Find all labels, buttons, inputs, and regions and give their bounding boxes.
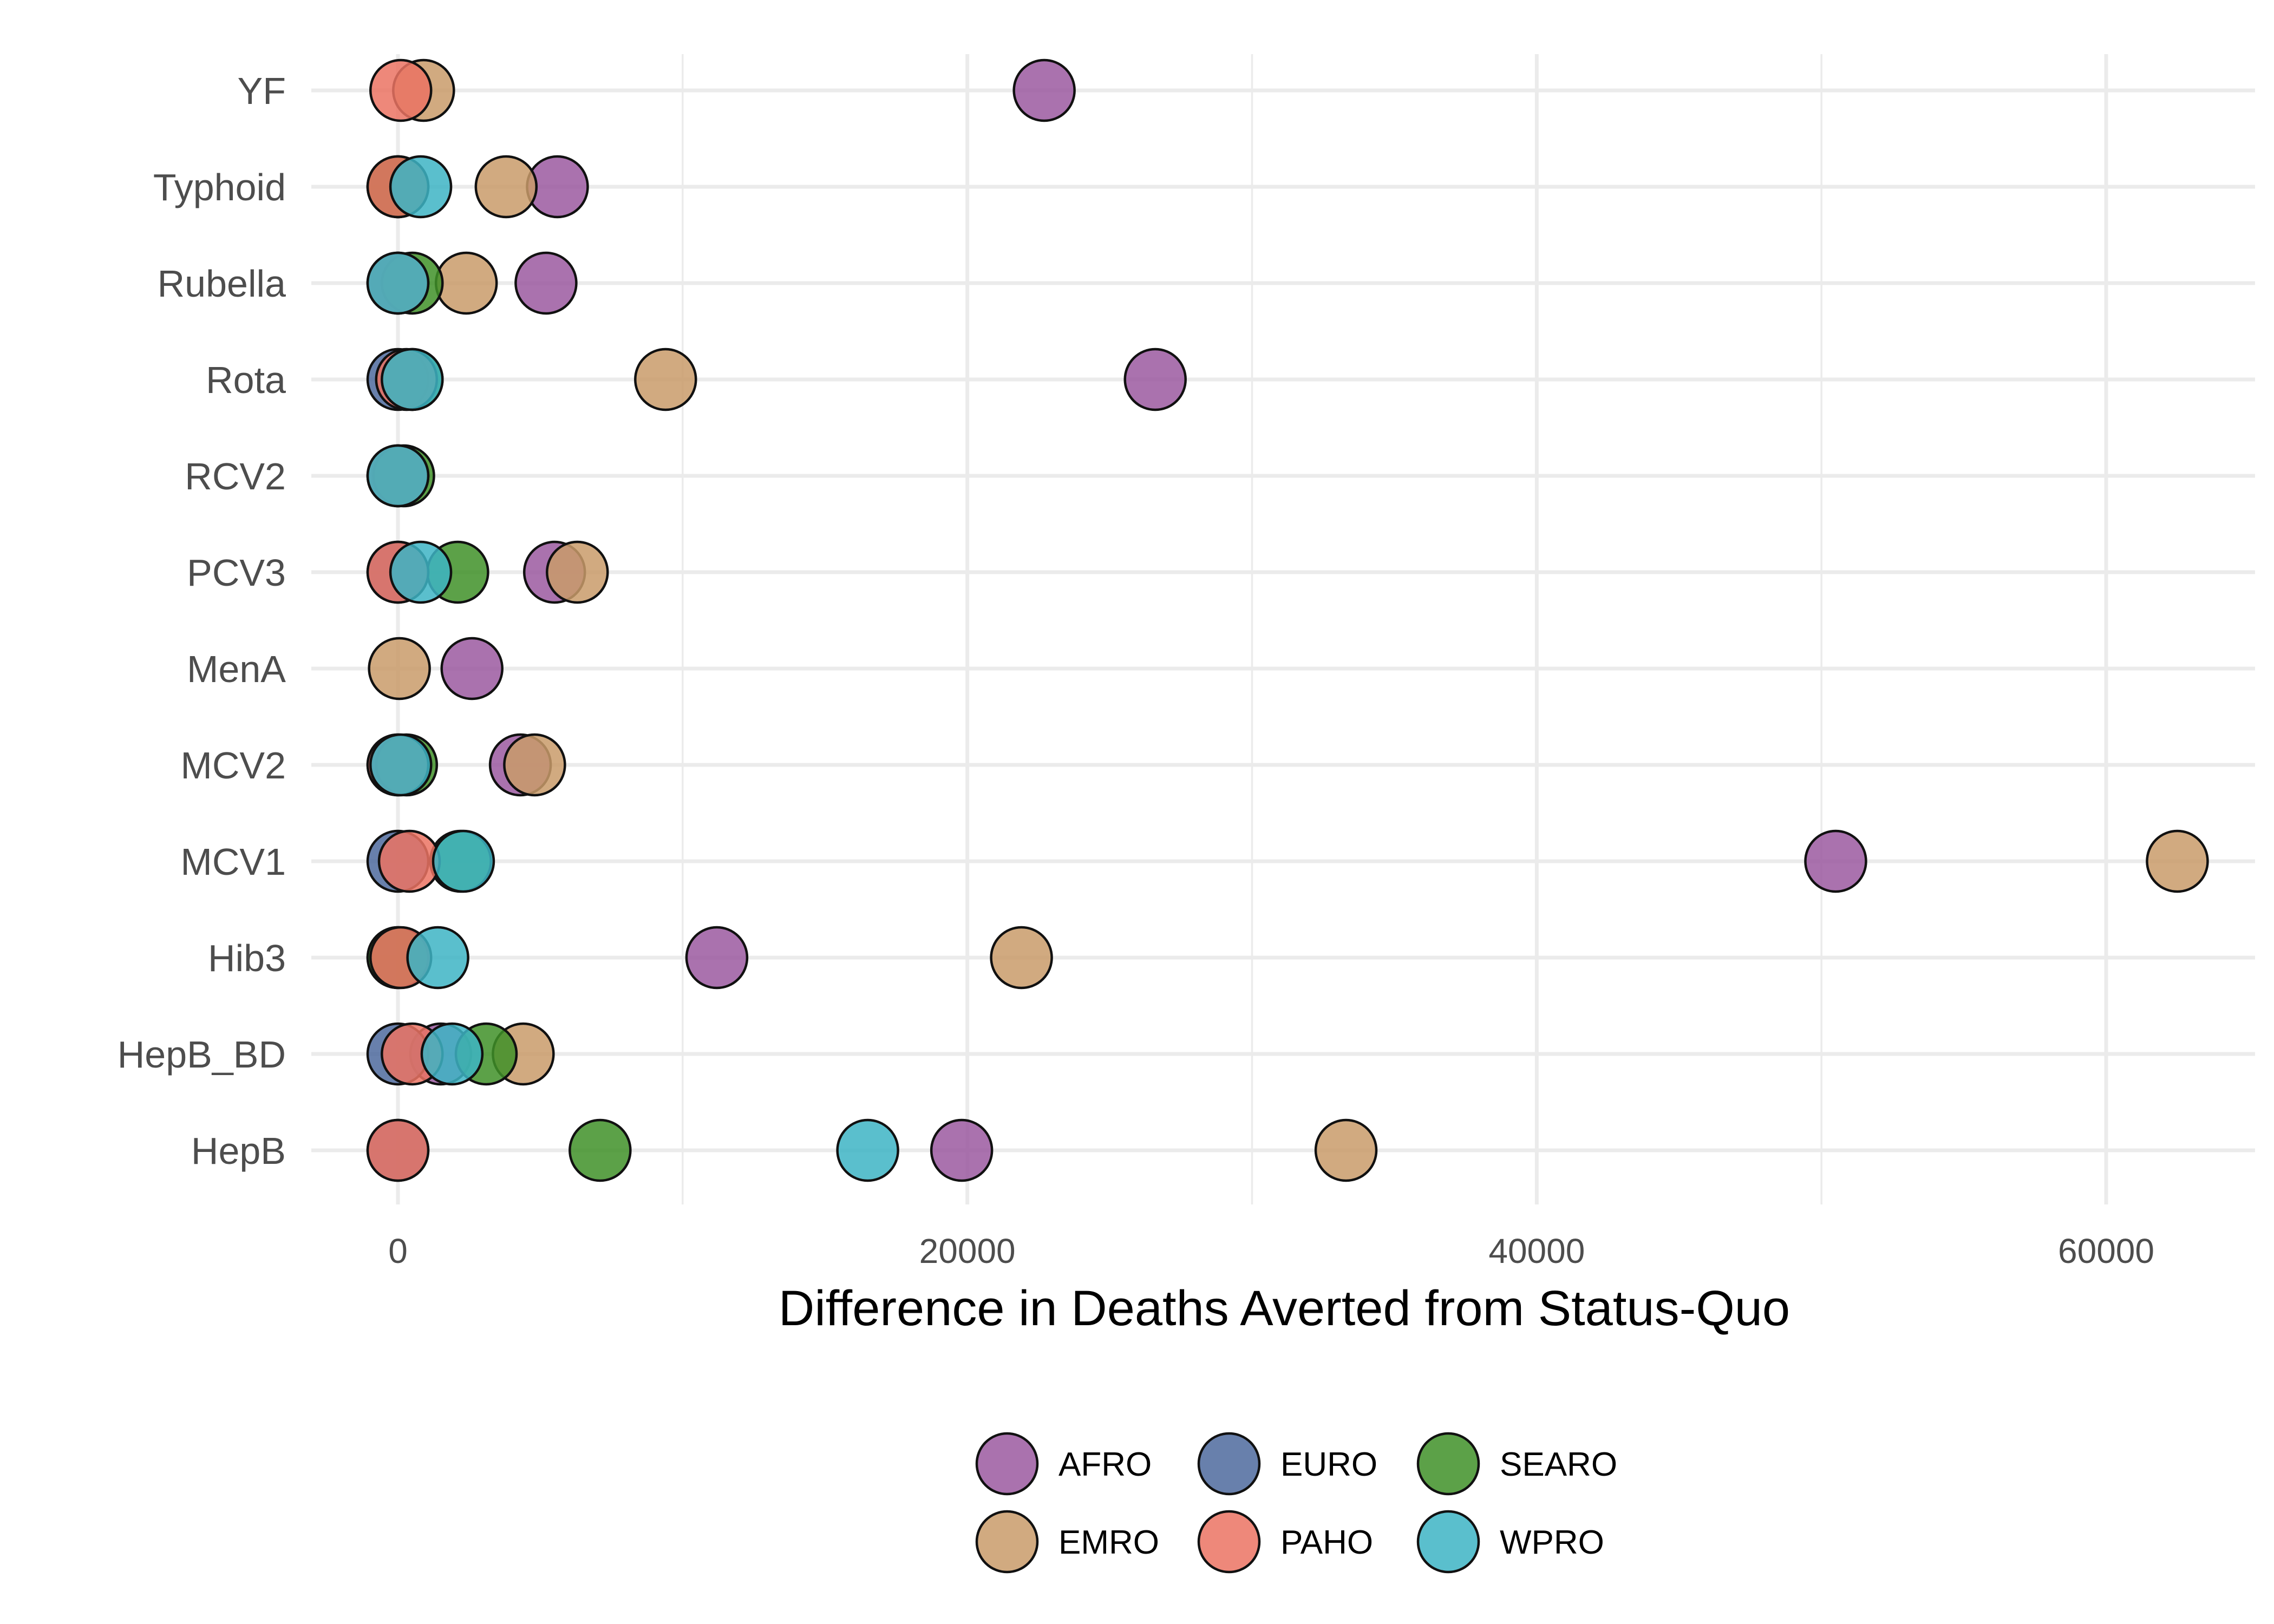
data-point: [366, 1118, 430, 1182]
data-point: [366, 251, 430, 315]
legend-key: [1416, 1510, 1480, 1574]
legend-label: AFRO: [1058, 1446, 1152, 1483]
data-point: [568, 1118, 632, 1182]
data-point: [1314, 1118, 1378, 1182]
data-point: [368, 637, 431, 700]
data-point: [1012, 58, 1076, 122]
data-points: [366, 58, 2209, 1182]
legend-key: [1197, 1432, 1261, 1496]
legend-label: SEARO: [1500, 1446, 1617, 1483]
y-tick-label: MCV1: [181, 841, 286, 883]
y-tick-label: HepB: [191, 1130, 286, 1172]
y-axis-tick-labels: HepB HepB_BD Hib3 MCV1 MCV2 MenA PCV3 RCV2 Rota R…: [117, 70, 286, 1172]
data-point: [836, 1118, 899, 1182]
x-tick-label: 20000: [919, 1232, 1016, 1271]
data-point: [1804, 829, 1867, 893]
data-point: [503, 733, 566, 797]
legend-label: EURO: [1280, 1446, 1377, 1483]
y-tick-label: HepB_BD: [117, 1033, 286, 1076]
data-point: [514, 251, 578, 315]
x-axis-title: Difference in Deaths Averted from Status…: [779, 1281, 1790, 1336]
data-point: [381, 348, 444, 411]
y-tick-label: Rubella: [158, 263, 286, 305]
legend-key: [1416, 1432, 1480, 1496]
legend-key: [1197, 1510, 1261, 1574]
y-tick-label: YF: [238, 70, 286, 112]
data-point: [546, 540, 609, 604]
x-tick-label: 40000: [1488, 1232, 1585, 1271]
x-tick-label: 60000: [2058, 1232, 2154, 1271]
y-tick-label: PCV3: [187, 552, 286, 594]
data-point: [420, 1022, 484, 1086]
legend: AFRO EMRO EURO SEARO PAHO WPRO: [975, 1432, 1617, 1574]
data-point: [434, 251, 498, 315]
data-point: [930, 1118, 994, 1182]
data-point: [369, 733, 433, 797]
data-point: [2146, 829, 2209, 893]
data-point: [389, 155, 453, 219]
y-tick-label: RCV2: [185, 455, 286, 497]
data-point: [685, 926, 749, 990]
legend-label: PAHO: [1280, 1524, 1373, 1561]
y-tick-label: MCV2: [181, 744, 286, 787]
y-tick-label: Hib3: [208, 937, 286, 979]
data-point: [440, 637, 504, 700]
data-point: [1123, 348, 1187, 411]
data-point: [474, 155, 538, 219]
y-tick-label: Typhoid: [153, 166, 286, 208]
data-point: [377, 829, 441, 893]
y-tick-label: MenA: [187, 648, 286, 690]
grid: [311, 54, 2255, 1204]
y-tick-label: Rota: [206, 359, 286, 401]
legend-label: EMRO: [1058, 1524, 1159, 1561]
data-point: [634, 348, 697, 411]
x-axis-tick-labels: 0 20000 40000 60000: [388, 1232, 2154, 1271]
data-point: [406, 926, 469, 990]
x-tick-label: 0: [388, 1232, 408, 1271]
data-point: [432, 829, 495, 893]
data-point: [990, 926, 1053, 990]
legend-key: [975, 1432, 1039, 1496]
data-point: [366, 444, 430, 508]
data-point: [389, 540, 453, 604]
legend-key: [975, 1510, 1039, 1574]
legend-label: WPRO: [1500, 1524, 1604, 1561]
data-point: [369, 58, 433, 122]
